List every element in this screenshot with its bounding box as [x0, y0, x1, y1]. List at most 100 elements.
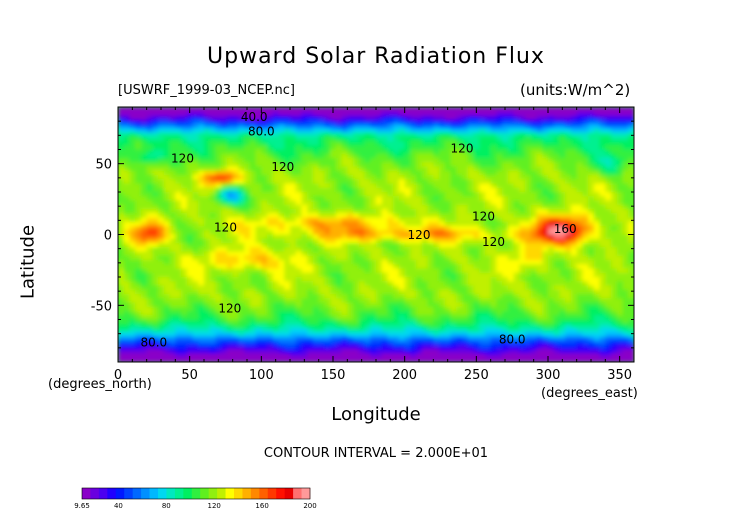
field-cell	[605, 124, 612, 129]
field-cell	[215, 187, 222, 193]
field-cell	[387, 128, 394, 134]
field-cell	[152, 153, 159, 159]
field-cell	[175, 328, 182, 333]
field-cell	[364, 332, 371, 338]
field-cell	[232, 132, 239, 138]
field-cell	[152, 149, 159, 155]
field-cell	[593, 141, 601, 146]
field-cell	[536, 238, 543, 244]
field-cell	[467, 336, 475, 342]
field-cell	[204, 277, 211, 282]
field-cell	[467, 119, 475, 125]
field-cell	[576, 260, 583, 265]
field-cell	[553, 132, 561, 138]
field-cell	[376, 217, 383, 223]
field-cell	[353, 315, 360, 321]
field-cell	[479, 158, 486, 163]
field-cell	[158, 294, 165, 299]
field-cell	[479, 315, 486, 321]
field-cell	[410, 289, 417, 295]
field-cell	[140, 260, 148, 265]
field-cell	[393, 128, 400, 134]
field-cell	[198, 204, 205, 210]
field-cell	[570, 294, 578, 299]
field-cell	[341, 196, 348, 202]
field-cell	[536, 247, 543, 253]
field-cell	[393, 183, 400, 189]
field-cell	[318, 315, 325, 321]
field-cell	[605, 204, 612, 210]
field-cell	[215, 332, 222, 338]
field-cell	[416, 306, 423, 312]
field-cell	[628, 285, 634, 291]
field-cell	[570, 128, 578, 134]
field-cell	[158, 268, 165, 274]
field-cell	[559, 221, 566, 227]
field-cell	[605, 260, 612, 265]
field-cell	[140, 149, 148, 155]
field-cell	[152, 281, 159, 287]
field-cell	[209, 285, 217, 291]
field-cell	[175, 196, 182, 202]
field-cell	[284, 153, 291, 159]
field-cell	[175, 128, 182, 134]
field-cell	[204, 340, 211, 346]
field-cell	[410, 166, 417, 172]
field-cell	[576, 302, 583, 308]
field-cell	[622, 247, 629, 253]
field-cell	[140, 170, 148, 176]
field-cell	[198, 264, 205, 270]
field-cell	[496, 311, 503, 316]
field-cell	[398, 128, 406, 134]
field-cell	[479, 294, 486, 299]
field-cell	[353, 285, 360, 291]
field-cell	[507, 247, 515, 253]
field-cell	[146, 285, 153, 291]
field-cell	[421, 319, 429, 325]
field-cell	[295, 124, 303, 129]
field-cell	[244, 277, 251, 282]
field-cell	[525, 141, 532, 146]
field-cell	[513, 124, 520, 129]
field-cell	[163, 141, 171, 146]
field-cell	[427, 111, 434, 117]
field-cell	[421, 166, 429, 172]
field-cell	[628, 306, 634, 312]
field-cell	[611, 196, 618, 202]
field-cell	[158, 221, 165, 227]
field-cell	[358, 175, 366, 180]
field-cell	[353, 162, 360, 168]
field-cell	[284, 268, 291, 274]
field-cell	[204, 260, 211, 265]
field-cell	[450, 251, 457, 257]
field-cell	[169, 158, 176, 163]
field-cell	[582, 170, 589, 176]
field-cell	[439, 149, 446, 155]
field-cell	[215, 315, 222, 321]
field-cell	[335, 217, 343, 223]
field-cell	[215, 247, 222, 253]
field-cell	[542, 119, 549, 125]
field-cell	[370, 107, 377, 112]
field-cell	[169, 226, 176, 231]
field-cell	[198, 302, 205, 308]
field-cell	[181, 277, 188, 282]
field-cell	[169, 221, 176, 227]
field-cell	[450, 234, 457, 240]
field-cell	[553, 260, 561, 265]
field-cell	[519, 124, 526, 129]
field-cell	[267, 332, 274, 338]
x-axis-title: Longitude	[331, 404, 421, 425]
field-cell	[353, 302, 360, 308]
field-cell	[467, 260, 475, 265]
field-cell	[519, 298, 526, 304]
field-cell	[358, 204, 366, 210]
field-cell	[226, 277, 234, 282]
field-cell	[163, 234, 171, 240]
field-cell	[335, 196, 343, 202]
field-cell	[502, 141, 509, 146]
field-cell	[479, 192, 486, 197]
field-cell	[163, 111, 171, 117]
field-cell	[398, 217, 406, 223]
field-cell	[301, 302, 308, 308]
